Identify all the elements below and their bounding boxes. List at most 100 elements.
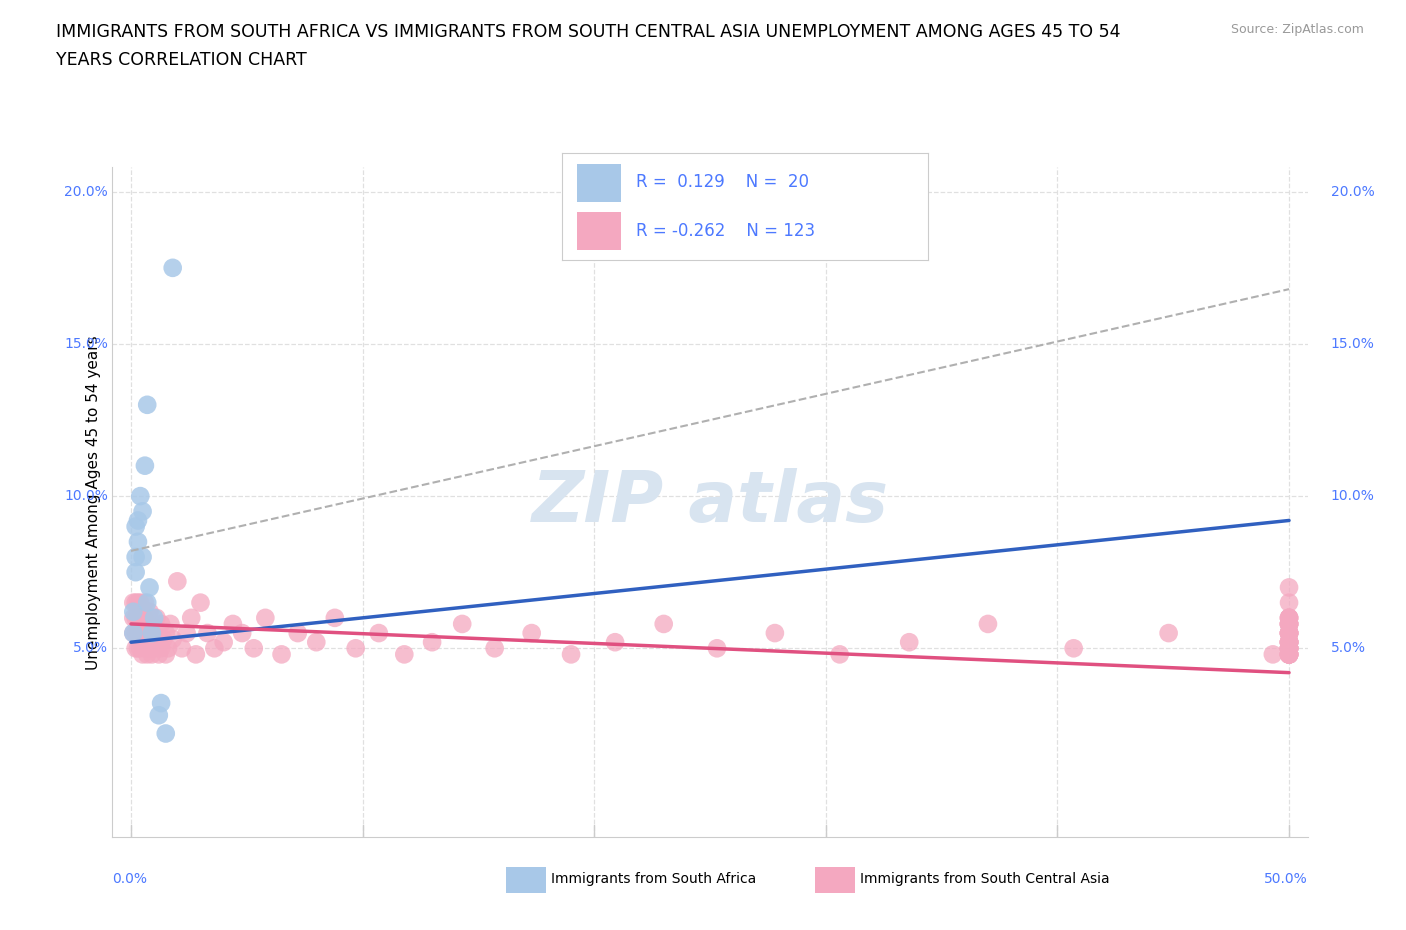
Point [1278, 595, 1301, 610]
Point [1278, 626, 1301, 641]
Text: R = -0.262    N = 123: R = -0.262 N = 123 [636, 222, 814, 240]
Point [1278, 641, 1301, 656]
Point [138, 604, 160, 619]
Point [127, 535, 149, 550]
Text: 5.0%: 5.0% [73, 642, 108, 656]
Point [148, 626, 170, 641]
Point [155, 647, 177, 662]
Point [1278, 635, 1301, 650]
Point [138, 580, 160, 595]
Point [652, 617, 675, 631]
Point [1278, 626, 1301, 641]
Text: 20.0%: 20.0% [65, 185, 108, 199]
Point [394, 647, 416, 662]
Point [1278, 635, 1301, 650]
Point [1278, 617, 1301, 631]
Point [763, 626, 786, 641]
Point [162, 260, 184, 275]
Point [898, 635, 921, 650]
Point [1278, 641, 1301, 656]
Point [1278, 641, 1301, 656]
Point [122, 626, 145, 641]
Point [152, 631, 174, 646]
Text: 20.0%: 20.0% [1330, 185, 1375, 199]
Point [170, 641, 193, 656]
Point [202, 641, 225, 656]
Point [127, 595, 149, 610]
Point [180, 610, 202, 625]
Point [131, 504, 153, 519]
Point [828, 647, 851, 662]
Point [706, 641, 728, 656]
Point [155, 726, 177, 741]
Point [1278, 626, 1301, 641]
Point [127, 513, 149, 528]
Point [212, 635, 235, 650]
Point [1278, 626, 1301, 641]
Point [1278, 647, 1301, 662]
Point [1278, 635, 1301, 650]
Text: Immigrants from South Africa: Immigrants from South Africa [551, 871, 756, 886]
Point [560, 647, 582, 662]
Point [1278, 635, 1301, 650]
Point [367, 626, 389, 641]
Point [150, 617, 173, 631]
Point [1278, 610, 1301, 625]
Point [344, 641, 367, 656]
Text: 0.0%: 0.0% [112, 871, 148, 886]
Point [145, 635, 167, 650]
Point [520, 626, 543, 641]
Point [129, 610, 152, 625]
Point [231, 626, 253, 641]
Point [122, 604, 145, 619]
Point [1278, 641, 1301, 656]
Text: IMMIGRANTS FROM SOUTH AFRICA VS IMMIGRANTS FROM SOUTH CENTRAL ASIA UNEMPLOYMENT : IMMIGRANTS FROM SOUTH AFRICA VS IMMIGRAN… [56, 23, 1121, 41]
Point [1278, 647, 1301, 662]
Point [323, 610, 346, 625]
Point [184, 647, 207, 662]
Point [131, 635, 153, 650]
Point [122, 610, 145, 625]
Point [1278, 617, 1301, 631]
Point [124, 641, 146, 656]
Point [131, 647, 153, 662]
Point [1261, 647, 1284, 662]
Point [143, 641, 166, 656]
Text: 10.0%: 10.0% [63, 489, 108, 503]
Point [1278, 647, 1301, 662]
Point [159, 617, 181, 631]
Point [1278, 641, 1301, 656]
Point [129, 641, 152, 656]
Point [136, 595, 159, 610]
Point [1278, 617, 1301, 631]
Point [1278, 647, 1301, 662]
Point [1278, 610, 1301, 625]
Point [129, 626, 152, 641]
Point [141, 626, 163, 641]
Point [155, 626, 177, 641]
Point [131, 617, 153, 631]
Point [420, 635, 443, 650]
Text: ZIP atlas: ZIP atlas [531, 468, 889, 537]
Point [122, 595, 145, 610]
Point [124, 626, 146, 641]
Point [131, 550, 153, 565]
Point [134, 641, 156, 656]
Point [1157, 626, 1180, 641]
Point [1278, 647, 1301, 662]
Point [124, 519, 146, 534]
Point [136, 647, 159, 662]
Bar [576, 165, 621, 202]
Point [1278, 635, 1301, 650]
Point [127, 626, 149, 641]
Point [143, 610, 166, 625]
Point [134, 610, 156, 625]
Point [603, 635, 626, 650]
Text: 15.0%: 15.0% [63, 337, 108, 351]
Point [131, 602, 153, 617]
Point [145, 610, 167, 625]
Point [127, 610, 149, 625]
Text: YEARS CORRELATION CHART: YEARS CORRELATION CHART [56, 51, 307, 69]
Point [1278, 626, 1301, 641]
Point [1063, 641, 1085, 656]
